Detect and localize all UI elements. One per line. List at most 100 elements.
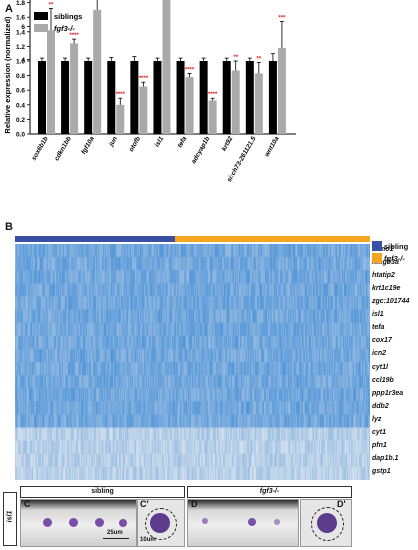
significance-label: ****	[69, 33, 79, 39]
bar	[38, 61, 46, 134]
cell-outline	[145, 508, 177, 540]
significance-label: **	[256, 56, 261, 62]
panel-label-c: C	[24, 499, 31, 509]
panel-label-d-prime: D'	[337, 499, 346, 509]
y-axis-label: Relative expression (normalized)	[3, 16, 12, 134]
labelled-cell	[274, 519, 280, 525]
gene-label: krt1c19e	[372, 284, 401, 292]
bar	[231, 70, 240, 134]
gene-label: lyz	[372, 416, 382, 423]
scale-bar	[103, 538, 129, 539]
heatmap-legend-label: sibling	[384, 241, 409, 251]
group-bar-mutant	[175, 236, 370, 242]
group-bar-sibling	[15, 236, 175, 242]
x-tick-label: cdkn1bb	[53, 135, 72, 162]
bar	[268, 61, 277, 134]
x-tick-label: tefa	[176, 135, 188, 149]
y-tick-label: 1.8	[16, 0, 25, 7]
scale-label: 25um	[107, 530, 123, 536]
labelled-cell	[95, 518, 104, 527]
significance-label: ****	[116, 92, 126, 98]
gene-label: pfn1	[372, 442, 387, 450]
significance-label: ****	[185, 67, 195, 73]
chart-legend: siblings fgf3-/-	[34, 12, 82, 33]
gene-label: dap1b.1	[372, 455, 399, 463]
cell-outline	[311, 507, 344, 541]
bar	[277, 47, 286, 134]
legend-swatch	[372, 241, 382, 251]
x-tick-label: fgf10a	[80, 135, 96, 155]
bar	[254, 73, 263, 134]
gene-label: htatip2	[372, 271, 395, 279]
bar	[199, 61, 208, 134]
panel-label-b: B	[5, 221, 13, 233]
significance-label: ****	[139, 76, 149, 82]
gene-label: isl1	[372, 311, 384, 319]
y-tick-label: 0.0	[16, 132, 25, 139]
bar	[176, 61, 185, 134]
significance-label: **	[233, 55, 238, 61]
gene-label: cox17	[372, 337, 392, 345]
inset-scale-label: 10um	[140, 537, 156, 543]
heatmap-legend-sibling: sibling	[372, 240, 418, 252]
bar	[222, 61, 231, 134]
panel-label-a: A	[5, 3, 13, 15]
bar	[47, 30, 55, 135]
bar	[185, 77, 194, 134]
labelled-cell	[248, 518, 256, 526]
sibling-inset-image: 10um	[137, 499, 185, 547]
bar	[153, 61, 162, 134]
y-tick-label: 0.6	[16, 88, 25, 95]
significance-label: ****	[208, 92, 218, 98]
x-tick-labels: sox6b1b cdkn1bb fgf10a jun otofb isl1 tefa adcy…	[30, 135, 280, 183]
heatmap-legend-label: fgf3-/-	[384, 253, 405, 263]
mutant-inset-image	[300, 499, 352, 547]
bar-chart: 0.00.20.40.60.81.01.21.41.61.82.02.22.44…	[3, 0, 296, 183]
x-tick-label: otofb	[128, 135, 142, 153]
bar	[139, 86, 148, 134]
group-bar	[15, 236, 370, 242]
bar-series: *************************************	[38, 0, 286, 135]
bar	[116, 104, 125, 134]
y-tick-label: 1.6	[16, 15, 25, 22]
x-tick-label: sox6b1b	[30, 135, 49, 161]
y-tick-label: 0.8	[16, 73, 25, 80]
labelled-cell	[43, 518, 52, 527]
labelled-cell	[202, 518, 208, 524]
bar	[70, 43, 79, 135]
y-tick-label: 4	[21, 57, 25, 64]
gene-label: ccl19b	[372, 376, 394, 384]
panel-label-c-prime: C'	[140, 499, 149, 509]
y-tick-label: 1.4	[16, 29, 25, 36]
gene-label: hmgb3a	[372, 258, 399, 266]
legend-swatch	[372, 253, 382, 263]
gene-row-label: isl1	[6, 510, 14, 523]
significance-label: **	[49, 2, 54, 8]
gene-label: cyt1	[372, 429, 387, 437]
x-tick-label: isl1	[154, 135, 166, 148]
bar	[107, 61, 116, 134]
x-tick-label: jun	[108, 135, 119, 148]
significance-label: ***	[278, 16, 286, 22]
sibling-header: sibling	[20, 486, 185, 498]
bar	[162, 0, 171, 134]
bar	[245, 61, 254, 134]
x-tick-label: adcyap1b	[190, 135, 211, 164]
gene-label: romo1	[372, 245, 394, 253]
gene-label: icn2	[372, 350, 387, 358]
heatmap-legend-mutant: fgf3-/-	[372, 252, 418, 264]
panel-label-d: D	[191, 499, 198, 509]
legend-label-siblings: siblings	[54, 12, 82, 21]
gene-label: ddb2	[372, 402, 389, 410]
heatmap-legend: sibling fgf3-/-	[372, 240, 418, 264]
bar	[208, 100, 217, 134]
labelled-cell	[69, 518, 78, 527]
bar	[84, 61, 93, 134]
x-tick-label: wnt10a	[264, 135, 281, 158]
gene-label: tefa	[372, 324, 385, 332]
gene-label: gstp1	[372, 468, 391, 476]
mutant-header: fgf3-/-	[187, 486, 352, 498]
y-tick-label: 0.4	[16, 102, 25, 109]
y-tick-label: 1.2	[16, 44, 25, 51]
mutant-image	[187, 499, 299, 547]
